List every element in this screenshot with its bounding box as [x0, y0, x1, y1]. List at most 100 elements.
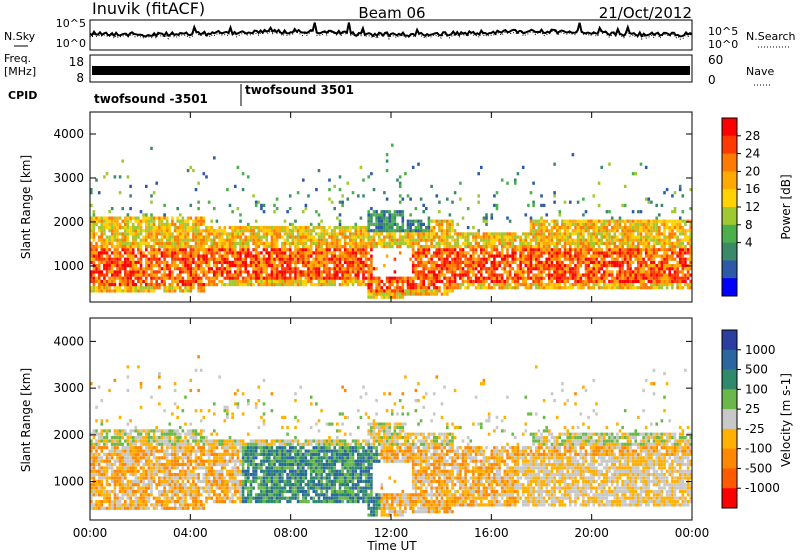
range-cell	[658, 238, 661, 242]
range-cell	[126, 238, 130, 242]
range-cell	[684, 260, 687, 264]
range-cell	[186, 238, 190, 242]
range-cell	[689, 232, 692, 236]
range-cell	[307, 254, 310, 258]
range-cell	[359, 267, 363, 271]
range-cell	[500, 248, 504, 252]
range-cell	[103, 436, 106, 440]
range-cell	[134, 245, 138, 249]
range-cell	[129, 267, 132, 271]
range-cell	[131, 506, 135, 510]
range-cell	[440, 254, 444, 258]
range-cell	[658, 270, 661, 274]
range-cell	[118, 459, 122, 463]
range-cell	[558, 251, 562, 255]
range-cell	[618, 232, 622, 236]
range-cell	[658, 260, 661, 264]
range-cell	[537, 257, 541, 261]
range-cell	[257, 279, 261, 283]
range-cell	[388, 210, 391, 214]
range-cell	[425, 286, 428, 290]
range-cell	[464, 286, 467, 290]
range-cell	[453, 238, 457, 242]
range-cell	[317, 245, 321, 249]
range-cell	[610, 270, 614, 274]
range-cell	[160, 216, 164, 220]
range-cell	[118, 442, 122, 446]
range-cell	[121, 479, 124, 483]
range-cell	[131, 436, 135, 440]
range-cell	[650, 238, 653, 242]
range-cell	[113, 473, 117, 477]
range-cell	[147, 452, 151, 456]
range-cell	[110, 449, 114, 453]
range-cell	[110, 219, 114, 223]
range-cell	[126, 286, 130, 290]
range-cell	[207, 200, 211, 204]
range-cell	[595, 226, 598, 230]
range-cell	[121, 267, 124, 271]
range-cell	[265, 232, 268, 236]
range-cell	[563, 283, 567, 287]
range-cell	[563, 273, 567, 277]
range-cell	[535, 267, 538, 271]
range-cell	[163, 276, 166, 280]
range-cell	[291, 279, 295, 283]
range-cell	[406, 235, 410, 239]
range-cell	[676, 283, 679, 287]
range-cell	[438, 264, 441, 268]
range-cell	[226, 276, 229, 280]
range-cell	[275, 235, 279, 239]
range-cell	[427, 251, 431, 255]
range-cell	[103, 276, 106, 280]
range-cell	[453, 260, 457, 264]
range-cell	[100, 273, 104, 277]
range-cell	[446, 241, 449, 245]
range-cell	[296, 267, 300, 271]
range-cell	[422, 222, 425, 226]
range-cell	[576, 251, 580, 255]
range-cell	[184, 254, 187, 258]
range-cell	[383, 229, 386, 233]
range-cell	[150, 194, 153, 198]
range-cell	[671, 267, 674, 271]
range-cell	[383, 289, 386, 293]
range-cell	[338, 254, 342, 258]
range-cell	[142, 479, 145, 483]
range-cell	[443, 248, 446, 252]
range-cell	[521, 276, 525, 280]
range-cell	[145, 483, 148, 487]
range-cell	[163, 222, 166, 226]
range-cell	[189, 289, 193, 293]
range-cell	[126, 365, 130, 369]
range-cell	[430, 245, 433, 249]
range-cell	[605, 273, 609, 277]
range-cell	[663, 241, 666, 245]
range-cell	[574, 270, 577, 274]
range-cell	[254, 257, 258, 261]
range-cell	[362, 273, 365, 277]
range-cell	[152, 264, 156, 268]
range-cell	[220, 241, 224, 245]
range-cell	[95, 405, 98, 409]
range-cell	[391, 232, 394, 236]
range-cell	[124, 289, 127, 293]
range-cell	[417, 286, 420, 290]
range-cell	[508, 276, 512, 280]
range-cell	[168, 270, 172, 274]
range-cell	[131, 483, 135, 487]
range-cell	[511, 251, 514, 255]
range-cell	[579, 219, 583, 223]
range-cell	[121, 449, 124, 453]
range-cell	[377, 286, 381, 290]
range-cell	[108, 429, 111, 433]
range-cell	[571, 270, 575, 274]
range-cell	[328, 260, 331, 264]
range-cell	[678, 260, 682, 264]
range-cell	[150, 503, 153, 507]
range-cell	[508, 267, 512, 271]
range-cell	[322, 241, 326, 245]
range-cell	[309, 276, 313, 280]
range-cell	[524, 254, 528, 258]
